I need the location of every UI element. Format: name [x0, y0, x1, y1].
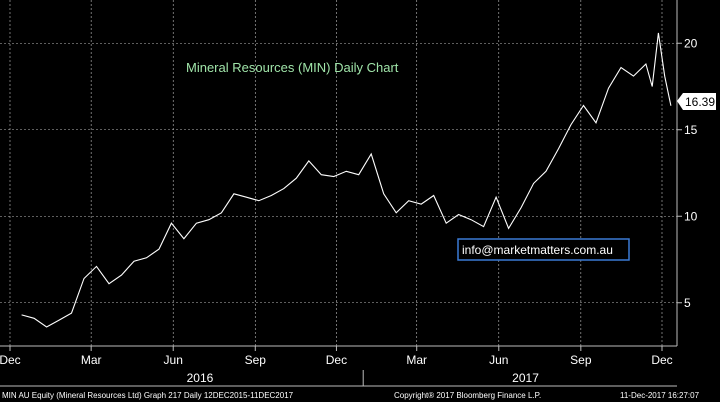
y-tick-label: 20 — [684, 36, 698, 50]
x-tick-label: Sep — [245, 353, 267, 367]
x-tick-label: Dec — [0, 353, 21, 367]
last-price-tag: 16.39 — [677, 93, 716, 110]
x-tick-label: Jun — [164, 353, 183, 367]
y-axis-ticks: 5 10 15 20 — [677, 36, 698, 310]
chart-title: Mineral Resources (MIN) Daily Chart — [186, 60, 399, 75]
footer-left: MIN AU Equity (Mineral Resources Ltd) Gr… — [2, 391, 294, 400]
year-labels: 2016 2017 — [187, 370, 539, 386]
price-line — [21, 32, 672, 328]
annotation-border — [457, 238, 630, 261]
x-year-label: 2016 — [187, 371, 214, 385]
annotation-box[interactable]: info@marketmatters.com.au — [457, 238, 630, 261]
y-tick-label: 10 — [684, 209, 698, 223]
x-tick-label: Dec — [651, 353, 672, 367]
y-tick-label: 15 — [684, 123, 698, 137]
x-axis-ticks: Dec Mar Jun Sep Dec Mar Jun Sep Dec — [0, 346, 673, 367]
footer-center: Copyright® 2017 Bloomberg Finance L.P. — [394, 391, 541, 400]
last-price-label: 16.39 — [685, 95, 715, 109]
annotation-link[interactable]: info@marketmatters.com.au — [462, 243, 613, 257]
y-tick-label: 5 — [684, 296, 691, 310]
x-year-label: 2017 — [512, 371, 539, 385]
x-tick-label: Mar — [406, 353, 427, 367]
x-tick-label: Mar — [81, 353, 102, 367]
grid-lines — [0, 0, 677, 346]
footer-right: 11-Dec-2017 16:27:07 — [620, 391, 700, 400]
x-tick-label: Dec — [326, 353, 347, 367]
last-price-tag-shape — [677, 93, 716, 110]
x-tick-label: Jun — [489, 353, 508, 367]
x-tick-label: Sep — [570, 353, 592, 367]
